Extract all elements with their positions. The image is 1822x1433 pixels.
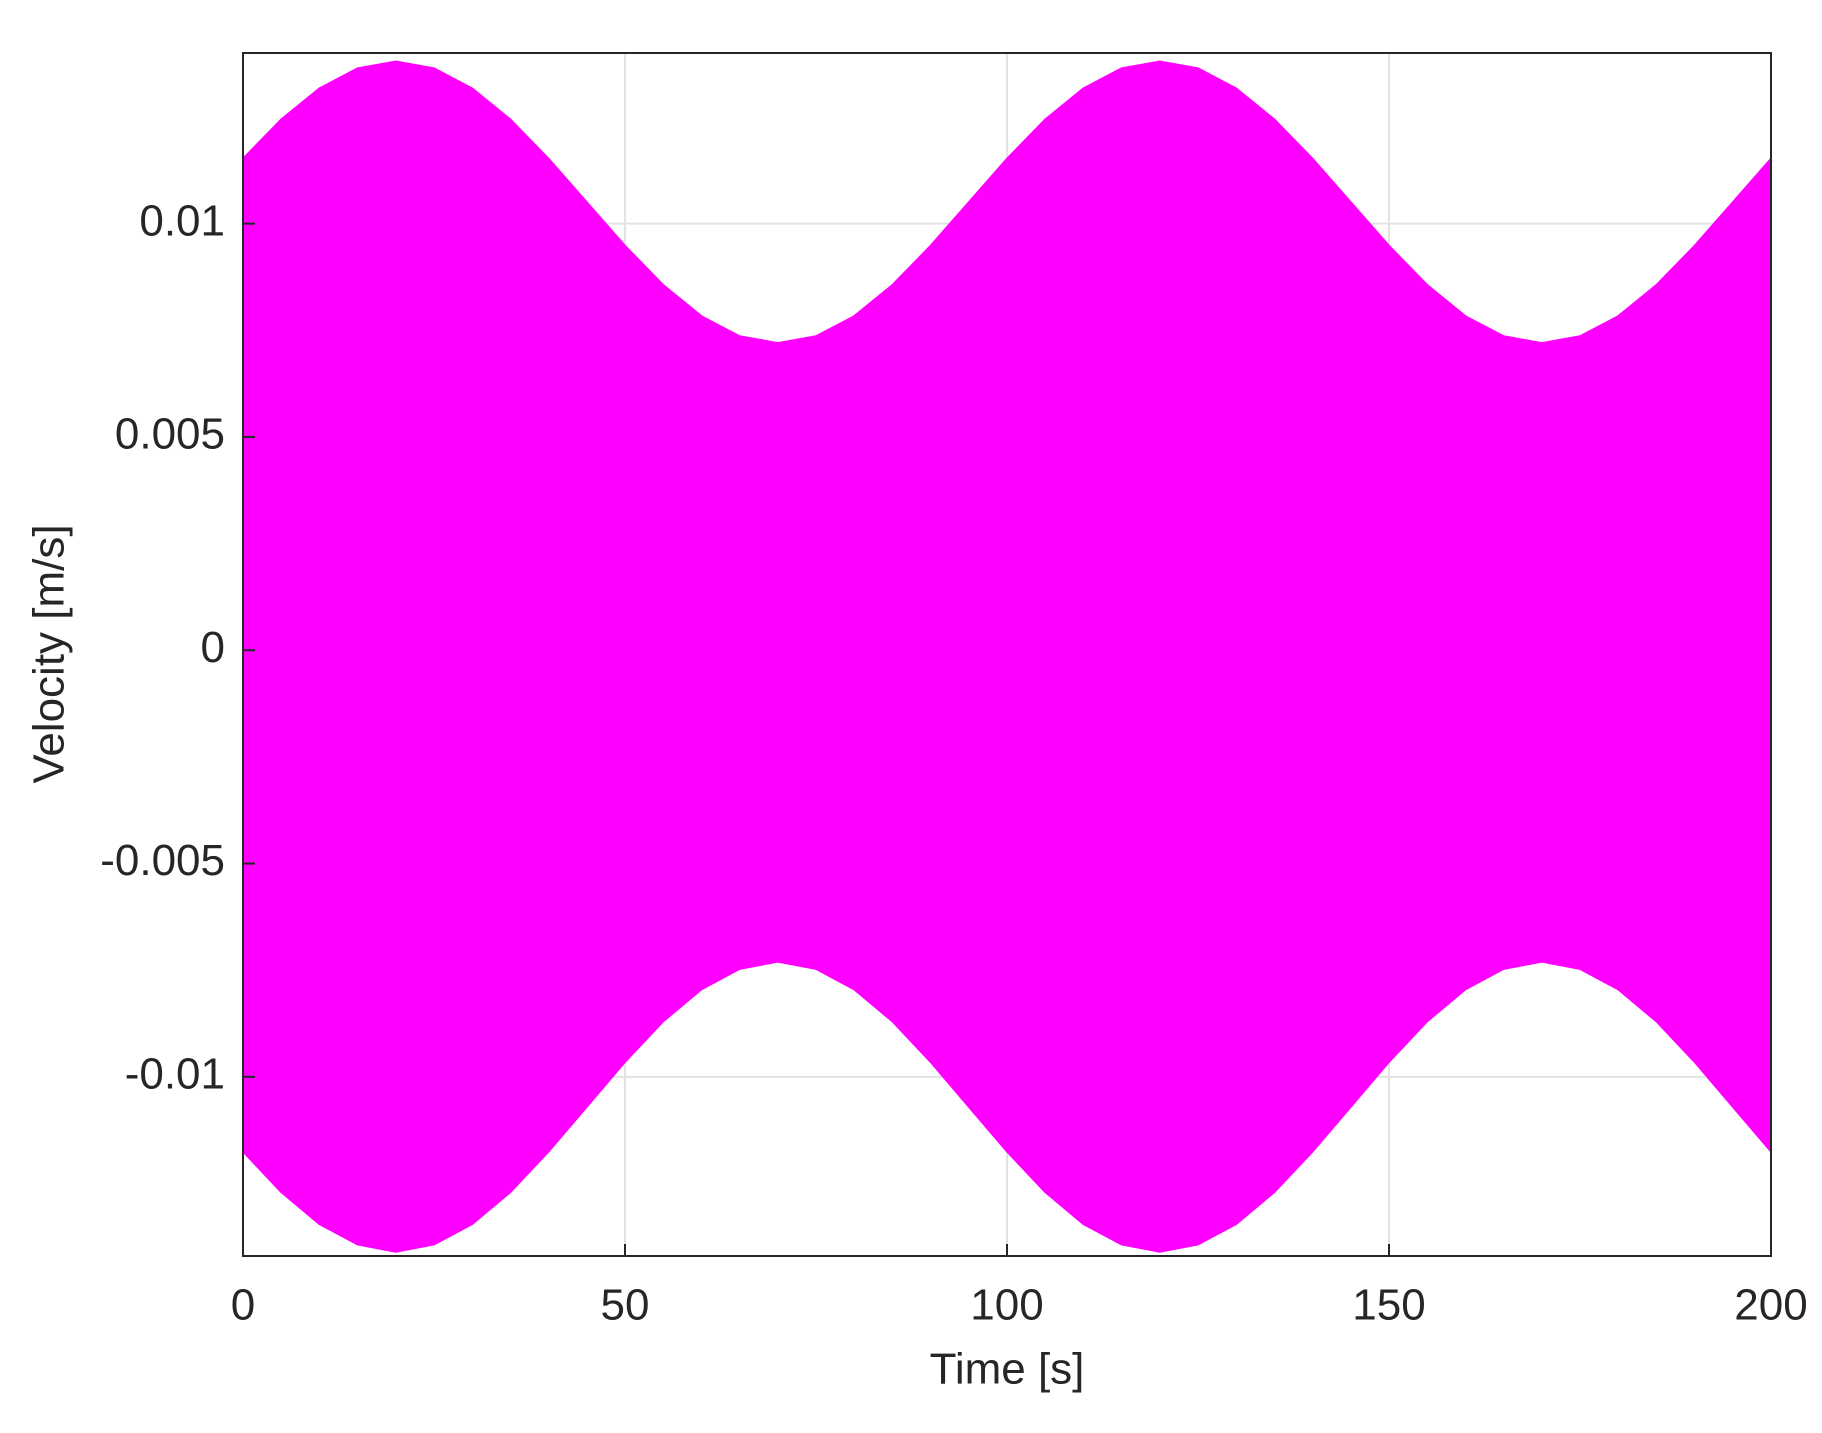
x-tick-label: 150 bbox=[1352, 1281, 1425, 1330]
x-tick-label: 100 bbox=[970, 1281, 1043, 1330]
x-axis-label: Time [s] bbox=[930, 1345, 1085, 1394]
y-tick-label: -0.01 bbox=[125, 1049, 225, 1098]
y-tick-label: 0 bbox=[201, 623, 225, 672]
y-tick-label: 0.01 bbox=[139, 196, 225, 245]
y-tick-label: -0.005 bbox=[100, 836, 225, 885]
y-tick-label: 0.005 bbox=[115, 410, 225, 459]
y-axis-label: Velocity [m/s] bbox=[25, 524, 74, 783]
signal-area bbox=[242, 649, 1772, 1253]
x-tick-label: 200 bbox=[1734, 1281, 1807, 1330]
signal-area bbox=[242, 60, 1772, 652]
x-tick-label: 0 bbox=[231, 1281, 255, 1330]
x-tick-label: 50 bbox=[601, 1281, 650, 1330]
